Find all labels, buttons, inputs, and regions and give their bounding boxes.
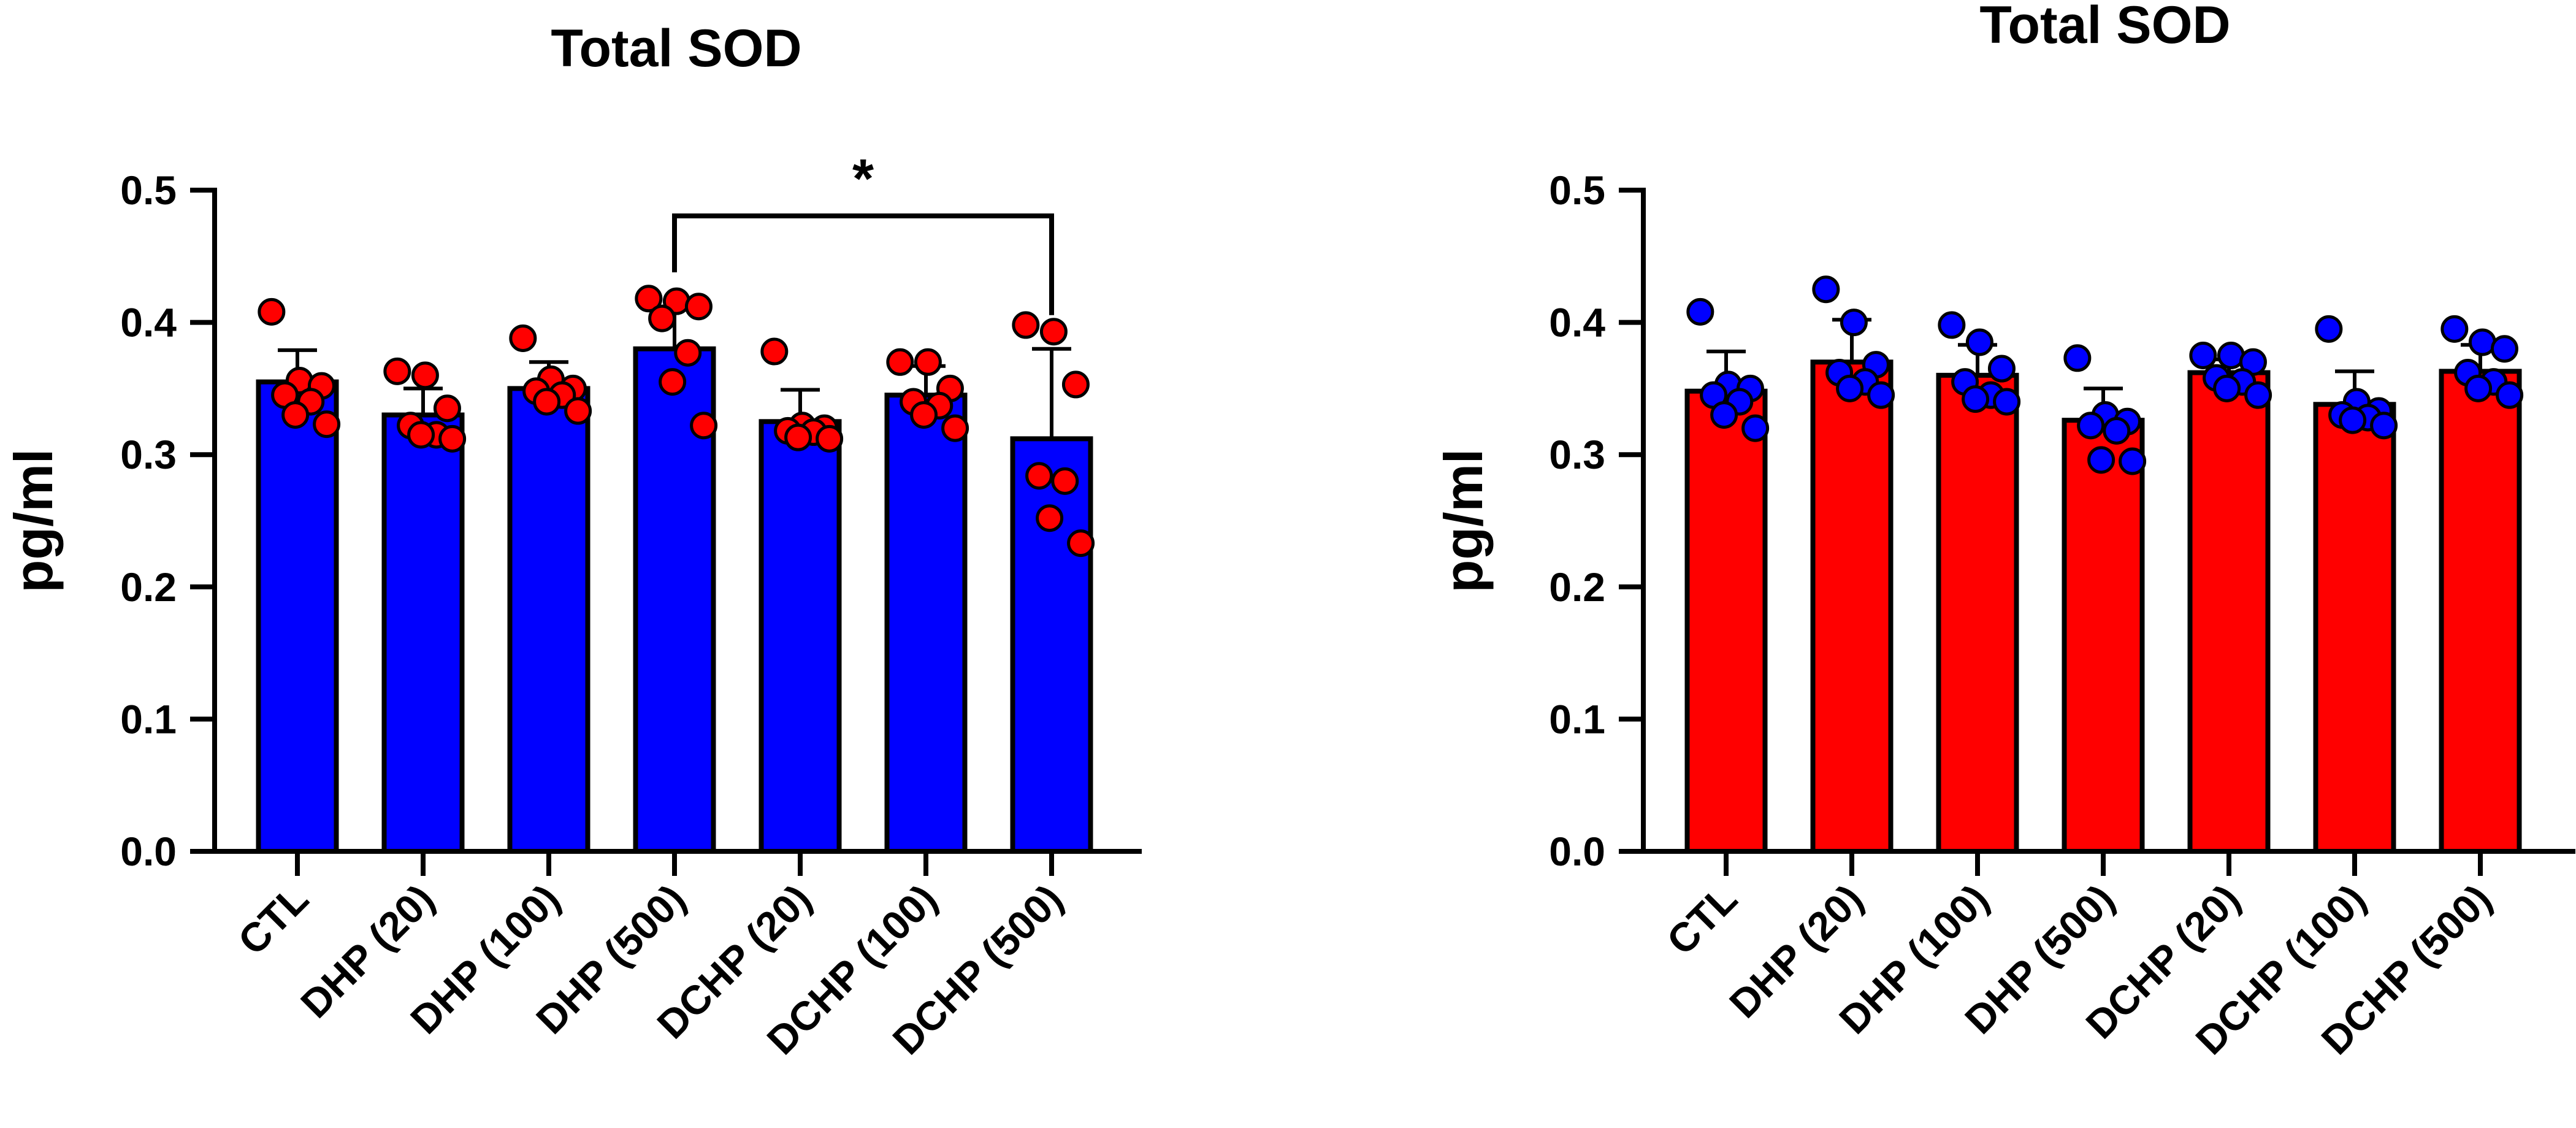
data-point-dhp-20 (1867, 381, 1895, 409)
x-tick-label: CTL (1658, 876, 1746, 964)
data-point-dhp-500 (2103, 416, 2131, 445)
chart-title: Total SOD (551, 19, 801, 78)
bar-dchp-100 (2313, 402, 2396, 854)
data-point-dhp-500 (2077, 412, 2105, 440)
bar-ctl (1684, 388, 1768, 854)
data-point-dhp-100 (1965, 328, 1993, 356)
data-point-dhp-100 (1938, 311, 1966, 339)
data-point-dchp-100 (886, 348, 914, 376)
bar-dchp-20 (2187, 370, 2271, 854)
data-point-dhp-500 (684, 293, 713, 321)
bar-dhp-100 (507, 386, 590, 854)
y-tick-label: 0.4 (1549, 300, 1605, 345)
data-point-dchp-20 (2213, 374, 2241, 402)
data-point-dchp-500 (1039, 318, 1068, 346)
data-point-ctl (313, 410, 341, 439)
data-point-dhp-100 (1993, 388, 2021, 416)
y-tick-label: 0.3 (120, 432, 177, 477)
data-point-dchp-500 (1012, 311, 1040, 339)
data-point-dhp-500 (2119, 447, 2147, 475)
bar-dhp-20 (381, 412, 465, 854)
data-point-dhp-100 (1962, 385, 1990, 413)
data-point-dhp-500 (635, 285, 663, 313)
data-point-dchp-500 (1036, 504, 1064, 532)
data-point-dchp-20 (760, 337, 789, 366)
data-point-dhp-500 (2063, 344, 2092, 372)
data-point-dhp-500 (648, 304, 676, 332)
data-point-dchp-20 (2244, 381, 2272, 409)
data-point-dhp-500 (2087, 446, 2115, 474)
data-point-dhp-500 (659, 368, 687, 396)
significance-marker: * (852, 148, 874, 210)
bar-dchp-500 (1010, 436, 1093, 854)
data-point-dchp-20 (2189, 342, 2217, 369)
data-point-dhp-100 (1987, 355, 2016, 383)
data-point-dhp-20 (433, 394, 461, 423)
data-point-ctl (1686, 297, 1714, 326)
data-point-dhp-20 (411, 361, 439, 389)
x-tick-label: CTL (229, 876, 317, 964)
data-point-dhp-20 (1840, 309, 1868, 337)
bar-ctl (256, 379, 339, 854)
data-point-dhp-100 (509, 324, 537, 352)
y-tick-label: 0.0 (1549, 829, 1605, 874)
data-point-ctl (281, 401, 310, 429)
data-point-dchp-100 (910, 401, 938, 429)
data-point-dhp-100 (533, 388, 561, 416)
chart-title: Total SOD (1979, 0, 2230, 55)
data-point-dhp-20 (438, 424, 467, 453)
data-point-dhp-20 (1812, 275, 1840, 304)
data-point-dchp-500 (2490, 335, 2518, 363)
data-point-ctl (1741, 414, 1770, 442)
data-point-dchp-100 (2370, 412, 2398, 440)
data-point-dchp-500 (2464, 374, 2493, 402)
y-tick-label: 0.1 (120, 696, 177, 742)
y-tick-label: 0.1 (1549, 696, 1605, 742)
data-point-dchp-20 (816, 424, 844, 453)
data-point-dchp-100 (914, 348, 942, 376)
data-point-dchp-500 (1025, 462, 1053, 490)
y-tick-label: 0.5 (1549, 167, 1605, 213)
bar-dchp-20 (759, 419, 842, 854)
data-point-dchp-20 (784, 423, 812, 451)
y-tick-label: 0.4 (120, 300, 177, 345)
data-point-dchp-100 (941, 414, 969, 442)
y-tick-label: 0.5 (120, 167, 177, 213)
data-point-dchp-100 (2315, 315, 2343, 343)
data-point-dhp-100 (564, 397, 592, 425)
data-point-dchp-500 (2496, 381, 2524, 409)
data-point-dhp-20 (1836, 374, 1864, 402)
y-tick-label: 0.3 (1549, 432, 1605, 477)
data-point-dchp-500 (2440, 315, 2469, 343)
data-point-dhp-20 (383, 357, 411, 385)
data-point-dchp-500 (1067, 529, 1095, 558)
y-tick-label: 0.0 (120, 829, 177, 874)
data-point-dchp-500 (1061, 370, 1090, 399)
data-point-dchp-500 (1051, 467, 1079, 495)
data-point-ctl (1710, 401, 1738, 429)
y-tick-label: 0.2 (120, 564, 177, 610)
bar-dhp-100 (1936, 372, 2019, 854)
data-point-dhp-500 (690, 412, 718, 440)
y-tick-label: 0.2 (1549, 564, 1605, 610)
data-point-ctl (258, 297, 286, 326)
y-axis-label: pg/ml (3, 449, 64, 593)
bar-dchp-500 (2439, 369, 2522, 854)
bar-dhp-20 (1810, 359, 1894, 854)
bar-dhp-500 (2062, 418, 2145, 854)
y-axis-label: pg/ml (1433, 449, 1494, 593)
significance-bracket (672, 213, 1054, 315)
data-point-dchp-100 (2339, 406, 2367, 434)
data-point-dhp-20 (407, 421, 435, 449)
bar-dchp-100 (884, 393, 968, 854)
data-point-dhp-500 (674, 339, 702, 367)
